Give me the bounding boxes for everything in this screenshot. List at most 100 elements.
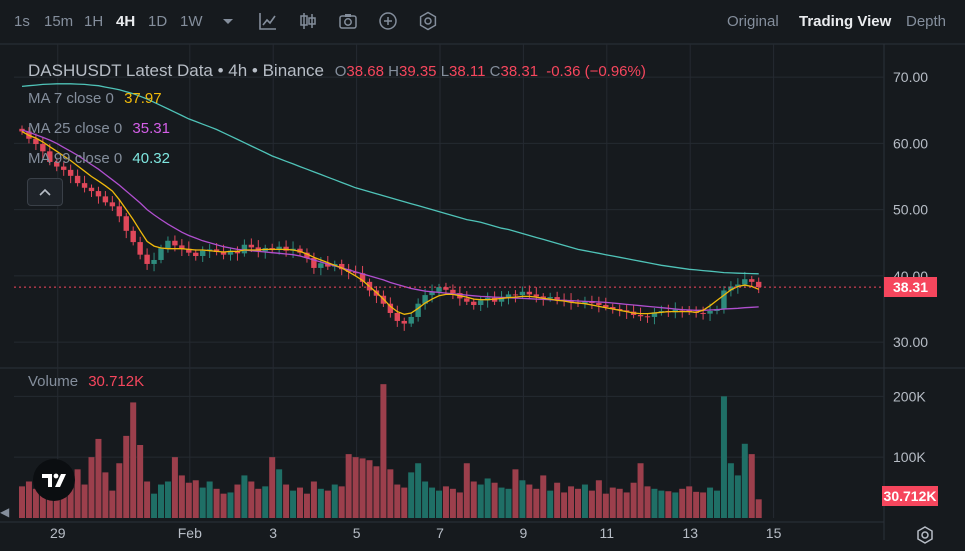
ma25-value: 35.31 bbox=[132, 120, 170, 137]
volume-bar bbox=[151, 493, 158, 518]
volume-bar bbox=[53, 490, 60, 518]
candle-body bbox=[721, 290, 727, 309]
volume-bar bbox=[602, 493, 609, 518]
timeframe-1h[interactable]: 1H bbox=[84, 13, 104, 30]
timeframe-4h[interactable]: 4H bbox=[116, 13, 136, 30]
candle-body bbox=[165, 240, 171, 249]
collapse-legend-button[interactable] bbox=[27, 178, 63, 206]
close-value: 38.31 bbox=[500, 63, 539, 80]
chart-type-icon[interactable] bbox=[298, 11, 318, 31]
time-tick-label: 9 bbox=[520, 525, 528, 541]
volume-bar bbox=[442, 486, 449, 518]
volume-bar bbox=[109, 490, 116, 518]
timeframe-1w[interactable]: 1W bbox=[180, 13, 203, 30]
volume-bar bbox=[498, 487, 505, 518]
time-tick-label: Feb bbox=[178, 525, 202, 541]
candle-body bbox=[512, 294, 519, 296]
open-label: O bbox=[334, 63, 347, 80]
candle-body bbox=[519, 291, 526, 296]
timeframe-15m[interactable]: 15m bbox=[44, 13, 74, 30]
volume-bar bbox=[352, 457, 359, 518]
candle-body bbox=[213, 249, 220, 253]
volume-bar bbox=[290, 490, 297, 518]
candle-body bbox=[241, 244, 248, 254]
volume-bar bbox=[665, 491, 672, 518]
candle-body bbox=[387, 303, 394, 313]
volume-bar bbox=[755, 499, 762, 518]
ma99-legend: MA 99 close 0 40.32 bbox=[28, 150, 170, 167]
volume-bar bbox=[707, 487, 714, 518]
volume-bar bbox=[401, 487, 408, 518]
candle-body bbox=[158, 248, 164, 260]
volume-bar bbox=[505, 488, 512, 518]
tradingview-logo[interactable] bbox=[33, 459, 75, 501]
volume-bar bbox=[262, 486, 269, 518]
volume-bar bbox=[206, 481, 213, 518]
chart-settings-icon[interactable] bbox=[915, 525, 935, 545]
volume-bar bbox=[32, 488, 39, 518]
candle-body bbox=[47, 151, 53, 162]
price-tick-label: 30.00 bbox=[893, 334, 928, 350]
volume-bar bbox=[144, 481, 151, 518]
volume-bar bbox=[588, 490, 595, 518]
timeframe-1s[interactable]: 1s bbox=[14, 13, 30, 30]
candle-body bbox=[526, 291, 533, 295]
volume-bar bbox=[317, 488, 324, 518]
timeframe-dropdown-icon[interactable] bbox=[218, 11, 238, 31]
price-tick-label: 70.00 bbox=[893, 69, 928, 85]
volume-bar bbox=[644, 486, 651, 518]
volume-bar bbox=[248, 481, 255, 518]
candle-body bbox=[582, 301, 588, 304]
volume-bar bbox=[415, 463, 422, 518]
candle-body bbox=[422, 295, 428, 304]
ma99-label: MA 99 close 0 bbox=[28, 150, 123, 167]
candle-body bbox=[707, 310, 713, 314]
time-tick-label: 29 bbox=[50, 525, 66, 541]
view-depth[interactable]: Depth bbox=[906, 13, 947, 30]
indicators-icon[interactable] bbox=[258, 11, 278, 31]
ma7-value: 37.97 bbox=[124, 90, 162, 107]
candle-body bbox=[651, 312, 658, 317]
volume-bar bbox=[171, 457, 178, 518]
volume-bar bbox=[547, 490, 554, 518]
add-icon[interactable] bbox=[378, 11, 398, 31]
candle-body bbox=[749, 279, 755, 282]
candle-body bbox=[339, 263, 345, 270]
candle-body bbox=[637, 314, 644, 317]
candle-body bbox=[325, 263, 331, 267]
volume-bar bbox=[324, 490, 331, 518]
low-value: 38.11 bbox=[449, 63, 486, 80]
volume-bar bbox=[484, 478, 491, 518]
volume-bar bbox=[164, 481, 171, 518]
volume-bar bbox=[199, 487, 206, 518]
candle-body bbox=[151, 259, 157, 264]
volume-bar bbox=[241, 475, 248, 518]
volume-bar bbox=[741, 443, 748, 518]
candle-body bbox=[130, 230, 136, 243]
candle-body bbox=[248, 244, 255, 248]
volume-bar bbox=[679, 488, 686, 518]
candle-body bbox=[610, 307, 616, 309]
view-trading-view[interactable]: Trading View bbox=[799, 13, 892, 30]
open-value: 38.68 bbox=[346, 63, 384, 80]
candle-body bbox=[756, 281, 762, 288]
candle-body bbox=[227, 250, 234, 255]
volume-bar bbox=[88, 457, 95, 518]
timeframe-1d[interactable]: 1D bbox=[148, 13, 168, 30]
candle-body bbox=[359, 273, 366, 282]
volume-bar bbox=[234, 484, 241, 518]
candle-body bbox=[88, 187, 95, 192]
volume-bar bbox=[283, 484, 290, 518]
volume-bar bbox=[449, 488, 456, 518]
volume-bar bbox=[491, 482, 498, 518]
candle-body bbox=[728, 286, 734, 291]
settings-icon[interactable] bbox=[418, 11, 438, 31]
candle-body bbox=[54, 161, 60, 167]
ma25-label: MA 25 close 0 bbox=[28, 120, 123, 137]
screenshot-icon[interactable] bbox=[338, 11, 358, 31]
volume-bar bbox=[540, 475, 547, 518]
view-original[interactable]: Original bbox=[727, 13, 779, 30]
scroll-left-icon[interactable]: ◀ bbox=[0, 505, 10, 519]
candle-body bbox=[478, 300, 484, 306]
